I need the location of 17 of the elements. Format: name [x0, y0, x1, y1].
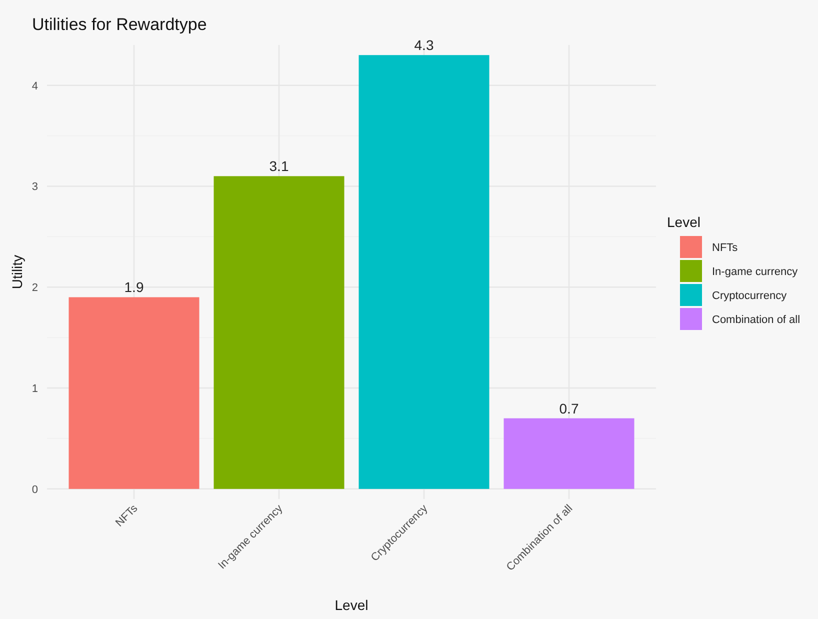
legend-label: Cryptocurrency: [712, 290, 788, 302]
data-label: 1.9: [124, 279, 144, 296]
x-axis-title: Level: [334, 597, 368, 613]
legend-label: Combination of all: [712, 314, 800, 326]
y-tick-label: 3: [32, 181, 38, 194]
y-tick-label: 1: [32, 383, 38, 396]
data-label: 3.1: [269, 158, 289, 174]
legend-label: In-game currency: [712, 266, 798, 278]
y-tick-label: 0: [32, 484, 38, 496]
data-label: 4.3: [414, 37, 434, 54]
data-label: 0.7: [559, 400, 579, 416]
y-tick-label: 2: [32, 282, 38, 294]
y-axis-title: Utility: [9, 254, 25, 290]
legend-label: NFTs: [712, 242, 738, 254]
chart-title: Utilities for Rewardtype: [32, 15, 207, 34]
y-tick-label: 4: [32, 80, 38, 92]
legend-title: Level: [667, 214, 700, 230]
